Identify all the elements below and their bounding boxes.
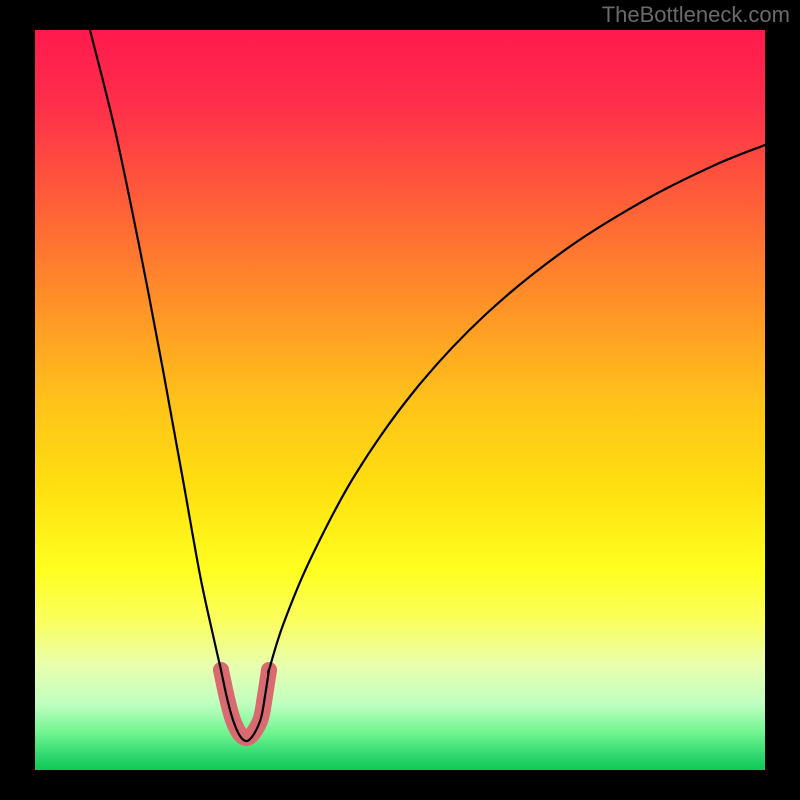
bottleneck-curve (90, 30, 765, 741)
curve-layer (35, 30, 765, 770)
chart-container: TheBottleneck.com (0, 0, 800, 800)
plot-area (35, 30, 765, 770)
watermark-text: TheBottleneck.com (602, 2, 790, 28)
